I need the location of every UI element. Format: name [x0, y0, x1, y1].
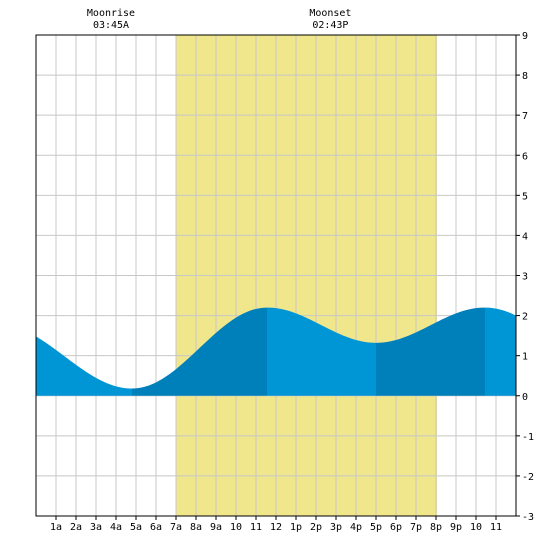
moonrise-time: 03:45A — [93, 20, 129, 31]
x-tick-label: 2a — [70, 522, 82, 533]
y-tick-label: 0 — [522, 392, 528, 403]
x-tick-label: 3p — [330, 522, 342, 533]
x-tick-label: 10 — [230, 522, 242, 533]
tide-area-rising — [376, 307, 485, 396]
x-tick-label: 7p — [410, 522, 422, 533]
y-tick-label: 4 — [522, 231, 528, 242]
x-tick-label: 4a — [110, 522, 122, 533]
moonset-time: 02:43P — [312, 20, 348, 31]
x-tick-label: 9a — [210, 522, 222, 533]
y-tick-label: 1 — [522, 352, 528, 363]
y-tick-label: 2 — [522, 312, 528, 323]
y-tick-label: -1 — [522, 432, 534, 443]
tide-area-layer — [36, 307, 516, 396]
x-tick-label: 5p — [370, 522, 382, 533]
grid-layer — [36, 34, 516, 517]
x-tick-label: 7a — [170, 522, 182, 533]
moonset-label: Moonset — [309, 8, 351, 19]
x-tick-label: 6p — [390, 522, 402, 533]
x-tick-label: 11 — [490, 522, 502, 533]
tide-area-falling — [36, 336, 132, 396]
x-tick-label: 3a — [90, 522, 102, 533]
tide-area-rising — [132, 307, 267, 396]
moonrise-label: Moonrise — [87, 8, 135, 19]
x-tick-label: 8p — [430, 522, 442, 533]
y-tick-label: 5 — [522, 191, 528, 202]
y-tick-label: 8 — [522, 71, 528, 82]
y-tick-label: 7 — [522, 111, 528, 122]
x-tick-label: 6a — [150, 522, 162, 533]
x-tick-label: 1p — [290, 522, 302, 533]
axis-layer — [35, 34, 520, 520]
x-tick-label: 4p — [350, 522, 362, 533]
y-tick-label: 9 — [522, 31, 528, 42]
y-tick-label: -2 — [522, 472, 534, 483]
x-tick-label: 1a — [50, 522, 62, 533]
x-tick-label: 10 — [470, 522, 482, 533]
moon-annotation-layer: Moonrise 03:45A Moonset 02:43P — [87, 8, 352, 31]
x-tick-label: 8a — [190, 522, 202, 533]
x-tick-label: 5a — [130, 522, 142, 533]
x-tick-label: 9p — [450, 522, 462, 533]
y-tick-label: 3 — [522, 272, 528, 283]
tide-area-falling — [485, 307, 516, 396]
tide-area-falling — [267, 307, 376, 396]
x-tick-label: 11 — [250, 522, 262, 533]
x-tick-label: 12 — [270, 522, 282, 533]
y-tick-label: -3 — [522, 512, 534, 523]
x-tick-label: 2p — [310, 522, 322, 533]
y-tick-label: 6 — [522, 151, 528, 162]
